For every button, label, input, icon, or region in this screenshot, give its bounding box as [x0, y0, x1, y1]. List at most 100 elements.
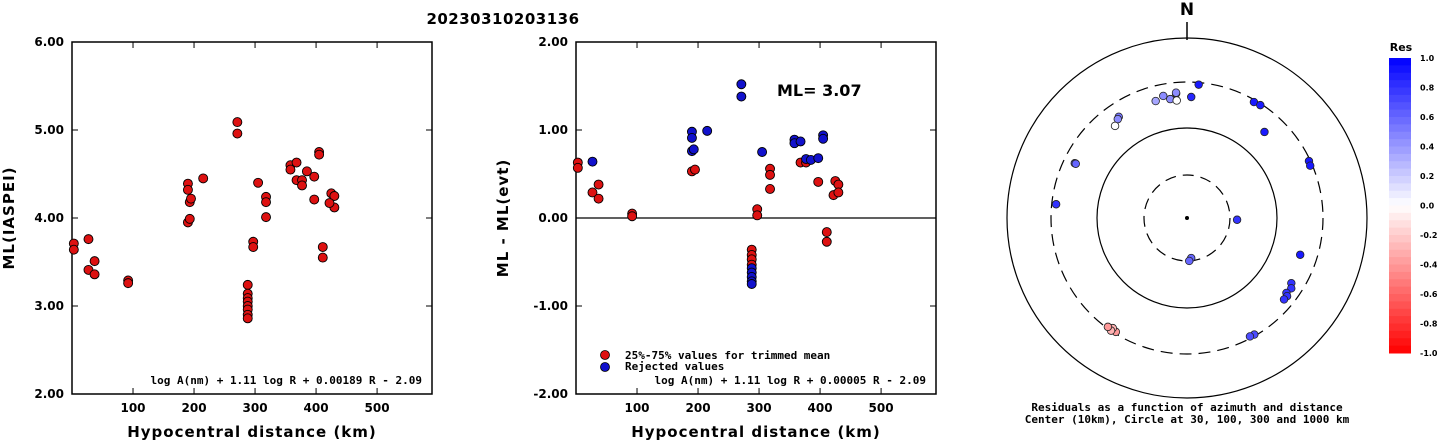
p2-tick-marks: 100 200 300 400 500 -2.00 -1.00 0.00 1.00 2.00 — [533, 35, 936, 415]
colorbar-swatch — [1389, 168, 1411, 177]
p2-data-point-s1 — [686, 132, 697, 143]
colorbar-swatch — [1389, 65, 1411, 74]
p1-data-point — [123, 278, 134, 289]
p3-station-point — [1185, 256, 1194, 266]
p1-data-point — [89, 269, 100, 280]
p2-x-tick-label: 100 — [624, 401, 649, 415]
p2-y-axis-label: ML - ML(evt) — [494, 159, 512, 277]
colorbar-tick-label: -0.6 — [1420, 290, 1437, 299]
p1-data-point — [314, 149, 325, 160]
colorbar-swatch — [1389, 139, 1411, 147]
ring-1000km — [1006, 37, 1368, 399]
p2-data-point-s0 — [821, 236, 832, 247]
colorbar-swatch — [1389, 80, 1411, 88]
ml-annotation: ML= 3.07 — [777, 81, 862, 100]
p2-points — [572, 79, 844, 289]
p1-data-point — [68, 244, 79, 255]
p1-data-point — [309, 194, 320, 205]
legend-label-trimmed: 25%-75% values for trimmed mean — [625, 349, 830, 362]
p1-data-point — [232, 117, 243, 128]
ring-100km — [1096, 127, 1278, 309]
panel-azimuth-residuals: N Residuals as a function of azimuth and… — [1006, 0, 1437, 426]
colorbar-swatch — [1389, 279, 1411, 288]
colorbar-swatch — [1389, 338, 1411, 347]
colorbar-swatch — [1389, 205, 1411, 214]
colorbar-swatch — [1389, 94, 1411, 103]
p3-station-point — [1159, 91, 1168, 101]
p2-y-tick-label: -2.00 — [533, 387, 568, 401]
colorbar-swatch — [1389, 58, 1411, 66]
colorbar-tick-label: -1.0 — [1420, 349, 1437, 358]
p1-data-point — [186, 193, 196, 204]
p1-data-point — [184, 213, 195, 224]
p3-station-point — [1295, 250, 1305, 259]
p2-y-tick-label: -1.00 — [533, 299, 568, 313]
p1-data-point — [248, 242, 259, 252]
p1-data-point — [309, 171, 320, 182]
p2-data-point-s0 — [833, 187, 844, 198]
colorbar-swatch — [1389, 161, 1411, 170]
p2-data-point-s1 — [818, 133, 829, 144]
colorbar-swatch — [1389, 87, 1411, 96]
colorbar-swatch — [1389, 235, 1411, 243]
colorbar-swatch — [1389, 146, 1411, 155]
p3-station-point — [1194, 80, 1203, 89]
p1-data-point — [83, 234, 94, 245]
colorbar-swatch — [1389, 124, 1411, 133]
p1-x-tick-label: 400 — [304, 401, 329, 415]
colorbar-swatch — [1389, 301, 1411, 310]
p3-station-point — [1306, 161, 1315, 170]
p1-data-point — [317, 252, 328, 263]
p1-tick-marks: 100 200 300 400 500 2.00 3.00 4.00 5.00 6.00 — [34, 35, 432, 415]
p2-data-point-s1 — [813, 153, 824, 164]
p1-data-point — [182, 184, 193, 195]
p2-data-point-s0 — [690, 164, 700, 175]
p2-data-point-s1 — [688, 144, 699, 155]
colorbar-swatch — [1389, 220, 1411, 229]
colorbar-swatch — [1389, 227, 1411, 236]
p2-x-tick-label: 400 — [808, 401, 833, 415]
colorbar-swatch — [1389, 131, 1411, 140]
colorbar-swatch — [1389, 242, 1411, 251]
p1-data-point — [261, 197, 271, 208]
p2-data-point-s1 — [736, 91, 747, 102]
plot-frame-1 — [71, 41, 433, 395]
p2-y-tick-label: 1.00 — [538, 123, 568, 137]
p2-data-point-s0 — [813, 176, 824, 187]
p3-points — [1051, 80, 1315, 341]
colorbar-swatch — [1389, 330, 1411, 339]
p2-data-point-s0 — [752, 210, 763, 221]
colorbar-swatch — [1389, 308, 1411, 317]
p1-x-tick-label: 200 — [182, 401, 207, 415]
p3-station-point — [1260, 127, 1269, 137]
p2-data-point-s0 — [765, 184, 775, 194]
p2-data-point-s1 — [757, 147, 768, 157]
p3-station-point — [1232, 215, 1242, 224]
legend-marker-rejected — [600, 362, 610, 372]
p1-data-point — [324, 198, 335, 208]
p1-data-point — [232, 128, 243, 139]
p3-station-point — [1151, 96, 1160, 106]
p1-y-tick-label: 2.00 — [34, 387, 64, 401]
p1-data-point — [317, 242, 328, 252]
legend-label-rejected: Rejected values — [625, 360, 724, 373]
p2-formula: log A(nm) + 1.11 log R + 0.00005 R - 2.0… — [654, 374, 926, 387]
colorbar-swatch — [1389, 153, 1411, 162]
p1-x-axis-label: Hypocentral distance (km) — [127, 423, 377, 441]
colorbar-swatch — [1389, 117, 1411, 125]
colorbar-swatch — [1389, 345, 1411, 354]
p2-data-point-s1 — [702, 125, 713, 136]
p1-y-tick-label: 5.00 — [34, 123, 64, 137]
p3-station-point — [1171, 88, 1181, 97]
p2-data-point-s0 — [765, 169, 775, 180]
p1-data-point — [242, 279, 253, 290]
p1-data-point — [329, 191, 340, 201]
colorbar-tick-label: 0.6 — [1420, 113, 1435, 122]
p3-station-point — [1110, 121, 1120, 131]
p1-y-tick-label: 4.00 — [34, 211, 64, 225]
center-dot — [1185, 216, 1189, 220]
colorbar-swatch — [1389, 176, 1411, 184]
p3-station-point — [1071, 159, 1080, 168]
p1-data-point — [242, 313, 253, 324]
